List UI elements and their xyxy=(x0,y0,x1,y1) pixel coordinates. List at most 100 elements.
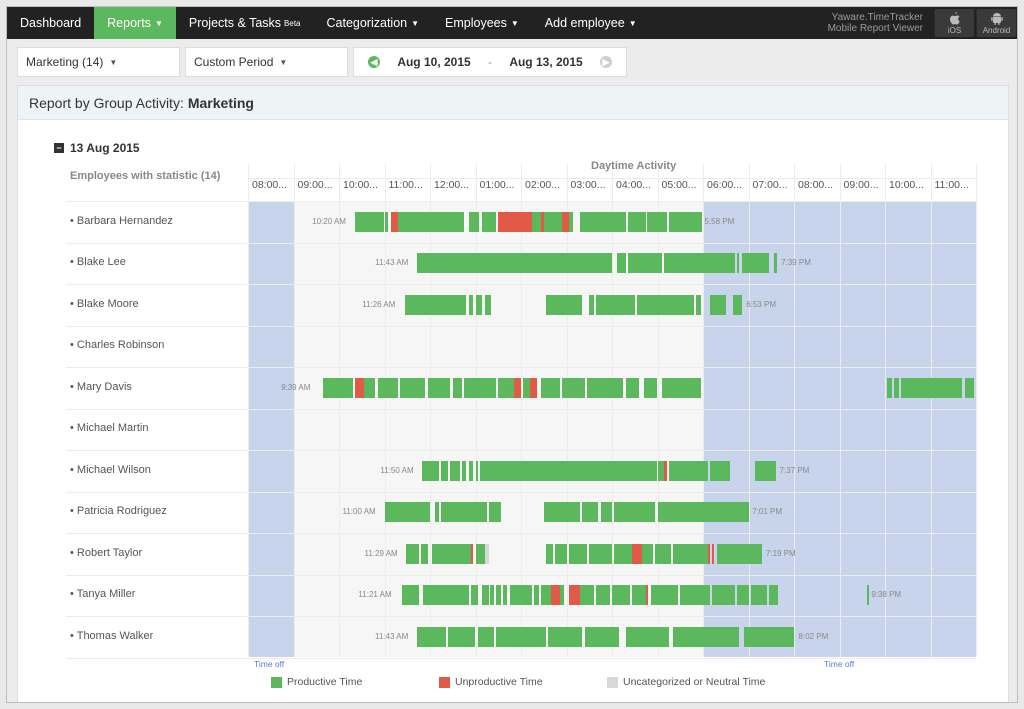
productive-segment[interactable] xyxy=(737,585,749,606)
nav-reports[interactable]: Reports ▼ xyxy=(94,7,176,39)
productive-segment[interactable] xyxy=(647,211,656,232)
unproductive-segment[interactable] xyxy=(530,377,537,398)
productive-segment[interactable] xyxy=(559,585,565,606)
productive-segment[interactable] xyxy=(477,626,494,647)
previous-arrow-icon[interactable]: ◀ xyxy=(368,56,380,68)
productive-segment[interactable] xyxy=(616,253,626,274)
productive-segment[interactable] xyxy=(662,377,701,398)
nav-add-employee[interactable]: Add employee ▼ xyxy=(532,7,650,39)
productive-segment[interactable] xyxy=(541,377,560,398)
productive-segment[interactable] xyxy=(422,460,440,481)
productive-segment[interactable] xyxy=(741,253,769,274)
unproductive-segment[interactable] xyxy=(568,585,581,606)
productive-segment[interactable] xyxy=(427,377,451,398)
ios-button[interactable]: iOS xyxy=(934,9,974,37)
productive-segment[interactable] xyxy=(657,502,703,523)
productive-segment[interactable] xyxy=(546,294,583,315)
productive-segment[interactable] xyxy=(354,211,370,232)
productive-segment[interactable] xyxy=(450,460,460,481)
productive-segment[interactable] xyxy=(502,585,508,606)
productive-segment[interactable] xyxy=(673,626,740,647)
productive-segment[interactable] xyxy=(475,294,483,315)
productive-segment[interactable] xyxy=(461,460,467,481)
productive-segment[interactable] xyxy=(900,377,963,398)
productive-segment[interactable] xyxy=(657,460,665,481)
productive-segment[interactable] xyxy=(555,543,567,564)
unproductive-segment[interactable] xyxy=(664,460,667,481)
productive-segment[interactable] xyxy=(401,585,419,606)
productive-segment[interactable] xyxy=(455,211,465,232)
period-select[interactable]: Custom Period ▼ xyxy=(185,47,348,77)
productive-segment[interactable] xyxy=(398,211,408,232)
productive-segment[interactable] xyxy=(420,543,428,564)
productive-segment[interactable] xyxy=(489,502,501,523)
employee-name[interactable]: Mary Davis xyxy=(70,381,132,393)
productive-segment[interactable] xyxy=(732,294,742,315)
productive-segment[interactable] xyxy=(568,543,587,564)
productive-segment[interactable] xyxy=(561,377,585,398)
productive-segment[interactable] xyxy=(773,253,777,274)
unproductive-segment[interactable] xyxy=(707,543,710,564)
productive-segment[interactable] xyxy=(404,294,419,315)
productive-segment[interactable] xyxy=(448,626,476,647)
productive-segment[interactable] xyxy=(612,585,631,606)
productive-segment[interactable] xyxy=(482,211,490,232)
productive-segment[interactable] xyxy=(643,377,658,398)
productive-segment[interactable] xyxy=(737,253,740,274)
employee-name[interactable]: Blake Moore xyxy=(70,298,139,310)
productive-segment[interactable] xyxy=(475,460,478,481)
productive-segment[interactable] xyxy=(489,211,496,232)
productive-segment[interactable] xyxy=(377,377,399,398)
productive-segment[interactable] xyxy=(423,585,469,606)
productive-segment[interactable] xyxy=(600,502,612,523)
productive-segment[interactable] xyxy=(543,502,581,523)
employee-row[interactable]: Patricia Rodriguez 11:00 AM 7:01 PM xyxy=(18,492,976,534)
productive-segment[interactable] xyxy=(866,585,870,606)
productive-segment[interactable] xyxy=(441,460,449,481)
productive-segment[interactable] xyxy=(680,585,710,606)
employee-name[interactable]: Robert Taylor xyxy=(70,547,142,559)
productive-segment[interactable] xyxy=(641,543,653,564)
productive-segment[interactable] xyxy=(417,626,446,647)
productive-segment[interactable] xyxy=(627,211,647,232)
unproductive-segment[interactable] xyxy=(470,543,474,564)
unproductive-segment[interactable] xyxy=(498,211,533,232)
nav-projects-tasks[interactable]: Projects & Tasks Beta xyxy=(176,7,314,39)
productive-segment[interactable] xyxy=(423,211,444,232)
employee-name[interactable]: Michael Martin xyxy=(70,422,149,434)
productive-segment[interactable] xyxy=(596,585,610,606)
productive-segment[interactable] xyxy=(582,502,599,523)
productive-segment[interactable] xyxy=(650,585,678,606)
productive-segment[interactable] xyxy=(417,253,612,274)
productive-segment[interactable] xyxy=(443,211,456,232)
productive-segment[interactable] xyxy=(637,294,694,315)
date-to[interactable]: Aug 13, 2015 xyxy=(509,55,583,69)
productive-segment[interactable] xyxy=(548,626,583,647)
productive-segment[interactable] xyxy=(468,460,474,481)
unproductive-segment[interactable] xyxy=(354,377,365,398)
productive-segment[interactable] xyxy=(475,543,485,564)
nav-dashboard[interactable]: Dashboard xyxy=(7,7,94,39)
productive-segment[interactable] xyxy=(673,543,703,564)
productive-segment[interactable] xyxy=(887,377,892,398)
productive-segment[interactable] xyxy=(490,585,494,606)
collapse-icon[interactable]: − xyxy=(54,143,64,153)
employee-row[interactable]: Michael Martin xyxy=(18,409,976,451)
productive-segment[interactable] xyxy=(596,294,635,315)
productive-segment[interactable] xyxy=(384,502,430,523)
employee-row[interactable]: Blake Lee 11:43 AM 7:39 PM xyxy=(18,243,976,285)
productive-segment[interactable] xyxy=(498,377,515,398)
productive-segment[interactable] xyxy=(495,626,547,647)
productive-segment[interactable] xyxy=(768,585,779,606)
productive-segment[interactable] xyxy=(370,377,376,398)
productive-segment[interactable] xyxy=(480,460,658,481)
productive-segment[interactable] xyxy=(655,211,667,232)
productive-segment[interactable] xyxy=(407,211,424,232)
productive-segment[interactable] xyxy=(541,585,551,606)
productive-segment[interactable] xyxy=(323,377,353,398)
productive-segment[interactable] xyxy=(625,377,640,398)
employee-row[interactable]: Michael Wilson 11:50 AM 7:37 PM xyxy=(18,450,976,492)
productive-segment[interactable] xyxy=(584,626,619,647)
productive-segment[interactable] xyxy=(743,626,794,647)
productive-segment[interactable] xyxy=(755,460,776,481)
